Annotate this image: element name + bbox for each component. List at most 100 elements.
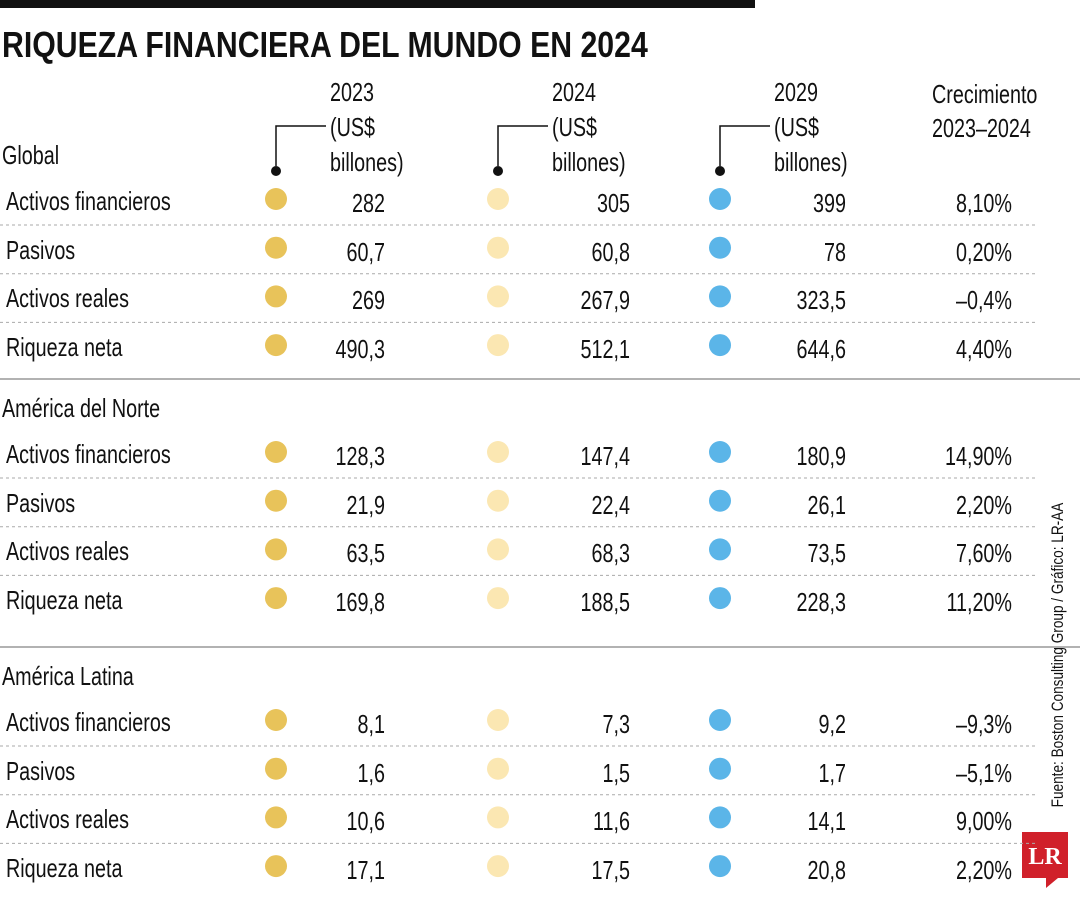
legend-dot — [709, 236, 731, 259]
cell-value: 17,5 — [591, 855, 630, 886]
connector-line — [719, 125, 770, 166]
legend-dot — [265, 855, 287, 878]
cell-value: 10,6 — [346, 806, 385, 837]
legend-dot — [487, 538, 509, 561]
connector-dot — [715, 166, 725, 176]
legend-dot — [265, 441, 287, 463]
column-header: (US$ — [552, 112, 598, 142]
row-label: Activos financieros — [6, 707, 171, 737]
connector-line — [275, 125, 326, 166]
cell-value: 4,40% — [955, 334, 1012, 365]
column-header: (US$ — [330, 112, 376, 142]
connector-line — [497, 125, 548, 166]
legend-dot — [709, 709, 731, 731]
cell-value: 22,4 — [591, 489, 630, 520]
legend-dot — [487, 709, 509, 731]
cell-value: 2,20% — [955, 489, 1012, 520]
legend-dot — [265, 538, 287, 561]
legend-dot — [709, 855, 731, 878]
column-header: 2023–2024 — [932, 113, 1031, 143]
cell-value: 14,1 — [807, 806, 846, 837]
section-name: América del Norte — [2, 393, 161, 423]
cell-value: 128,3 — [335, 441, 385, 471]
cell-value: 490,3 — [335, 334, 385, 365]
column-header: Crecimiento — [932, 79, 1038, 109]
legend-dot — [487, 489, 509, 512]
cell-value: 180,9 — [796, 441, 846, 471]
column-header: billones) — [330, 147, 404, 177]
cell-value: 1,5 — [602, 757, 630, 788]
cell-value: 9,2 — [818, 709, 846, 739]
legend-dot — [265, 757, 287, 780]
legend-dot — [265, 285, 287, 308]
legend-dot — [709, 441, 731, 463]
logo-box — [1022, 832, 1068, 878]
row-label: Activos financieros — [6, 439, 171, 469]
legend-dot — [709, 334, 731, 357]
column-header: (US$ — [774, 112, 820, 142]
legend-dot — [709, 285, 731, 308]
cell-value: 305 — [597, 188, 630, 218]
cell-value: 323,5 — [796, 285, 846, 316]
cell-value: 68,3 — [591, 538, 630, 569]
section-name: América Latina — [2, 661, 134, 691]
legend-dot — [709, 806, 731, 829]
cell-value: 228,3 — [796, 587, 846, 618]
legend-dot — [709, 538, 731, 561]
column-header: 2024 — [552, 77, 596, 107]
cell-value: 8,1 — [357, 709, 385, 739]
legend-dot — [487, 236, 509, 259]
row-label: Activos reales — [6, 283, 130, 314]
cell-value: –5,1% — [955, 757, 1012, 788]
cell-value: –0,4% — [955, 285, 1012, 316]
cell-value: 2,20% — [955, 855, 1012, 886]
cell-value: 73,5 — [807, 538, 846, 569]
row-label: Riqueza neta — [6, 585, 123, 616]
cell-value: 147,4 — [580, 441, 630, 471]
connector-dot — [271, 166, 281, 176]
logo-text: LR — [1028, 844, 1062, 870]
legend-dot — [709, 489, 731, 512]
legend-dot — [487, 285, 509, 308]
cell-value: 78 — [824, 236, 846, 267]
legend-dot — [487, 587, 509, 610]
cell-value: 512,1 — [580, 334, 630, 365]
row-label: Activos reales — [6, 536, 130, 567]
source-note: Fuente: Boston Consulting Group / Gráfic… — [1048, 502, 1067, 808]
cell-value: 11,6 — [592, 806, 630, 837]
legend-dot — [265, 334, 287, 357]
cell-value: 60,7 — [346, 236, 385, 267]
cell-value: 21,9 — [346, 489, 385, 520]
legend-dot — [265, 806, 287, 829]
legend-dot — [709, 587, 731, 610]
section-name: Global — [2, 140, 60, 170]
cell-value: 11,20% — [946, 587, 1012, 618]
cell-value: 1,7 — [818, 757, 846, 788]
cell-value: 267,9 — [580, 285, 630, 316]
column-header: 2029 — [774, 77, 818, 107]
logo-tail — [1046, 878, 1058, 888]
top-bar — [0, 0, 755, 8]
legend-dot — [487, 334, 509, 357]
row-label: Pasivos — [6, 487, 76, 518]
legend-dot — [487, 188, 509, 210]
legend-dot — [487, 806, 509, 829]
row-label: Pasivos — [6, 234, 76, 265]
column-header: billones) — [774, 147, 848, 177]
cell-value: 7,60% — [955, 538, 1012, 569]
column-header: billones) — [552, 147, 626, 177]
legend-dot — [265, 188, 287, 210]
cell-value: 282 — [352, 188, 385, 218]
connector-dot — [493, 166, 503, 176]
cell-value: 7,3 — [602, 709, 630, 739]
cell-value: 1,6 — [357, 757, 385, 788]
legend-dot — [265, 709, 287, 731]
column-header: 2023 — [330, 77, 374, 107]
row-label: Activos reales — [6, 804, 130, 835]
cell-value: 60,8 — [591, 236, 630, 267]
cell-value: –9,3% — [955, 709, 1012, 739]
title: RIQUEZA FINANCIERA DEL MUNDO EN 2024 — [2, 24, 648, 65]
legend-dot — [709, 188, 731, 210]
